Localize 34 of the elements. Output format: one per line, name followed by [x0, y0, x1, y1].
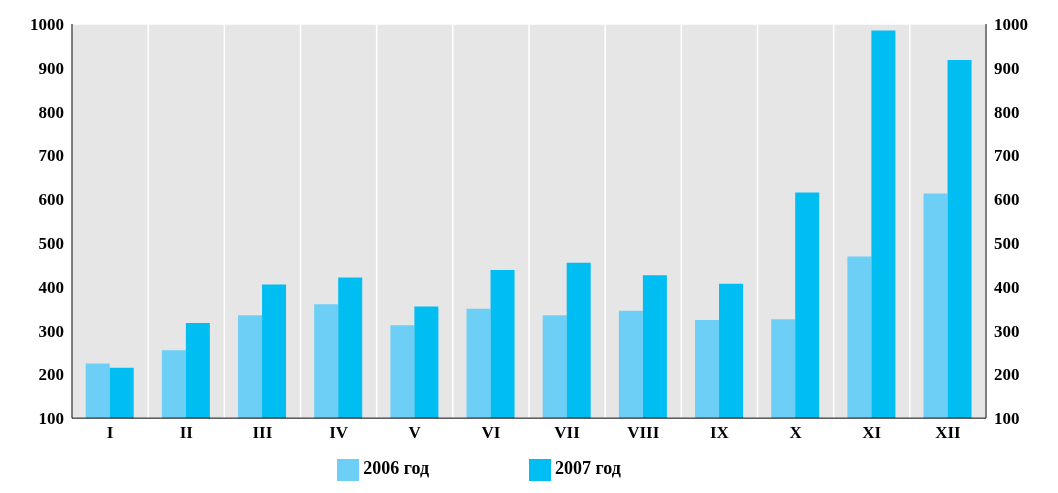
y2-tick-label: 700 — [994, 146, 1020, 166]
y2-tick-label: 600 — [994, 190, 1020, 210]
x-tick-label: IX — [709, 423, 730, 443]
x-tick-label: I — [106, 423, 114, 443]
y2-tick-label: 500 — [994, 233, 1020, 253]
x-tick-label: XII — [935, 423, 962, 443]
y-tick-label: 300 — [38, 321, 64, 341]
x-tick-label: VI — [481, 423, 501, 443]
y-tick-label: 1000 — [30, 15, 64, 35]
y2-tick-label: 900 — [994, 58, 1020, 78]
y-tick-label: 800 — [38, 102, 64, 122]
x-tick-label: XI — [862, 423, 882, 443]
y-tick-label: 500 — [38, 233, 64, 253]
y-tick-label: 400 — [38, 277, 64, 297]
legend-label: 2007 год — [555, 458, 621, 479]
x-tick-label: VII — [554, 423, 581, 443]
y2-tick-label: 400 — [994, 277, 1020, 297]
x-tick-label: III — [252, 423, 273, 443]
y2-tick-label: 800 — [994, 102, 1020, 122]
y-tick-label: 600 — [38, 190, 64, 210]
y2-tick-label: 100 — [994, 409, 1020, 429]
y-tick-label: 700 — [38, 146, 64, 166]
y2-tick-label: 300 — [994, 321, 1020, 341]
legend-label: 2006 год — [363, 458, 429, 479]
y2-tick-label: 200 — [994, 365, 1020, 385]
y-tick-label: 200 — [38, 365, 64, 385]
x-tick-label: X — [789, 423, 803, 443]
x-tick-label: V — [408, 423, 422, 443]
y-tick-label: 900 — [38, 58, 64, 78]
y-tick-label: 100 — [38, 409, 64, 429]
x-tick-label: IV — [329, 423, 349, 443]
x-tick-label: II — [179, 423, 194, 443]
x-tick-label: VIII — [627, 423, 660, 443]
y2-tick-label: 1000 — [994, 15, 1028, 35]
